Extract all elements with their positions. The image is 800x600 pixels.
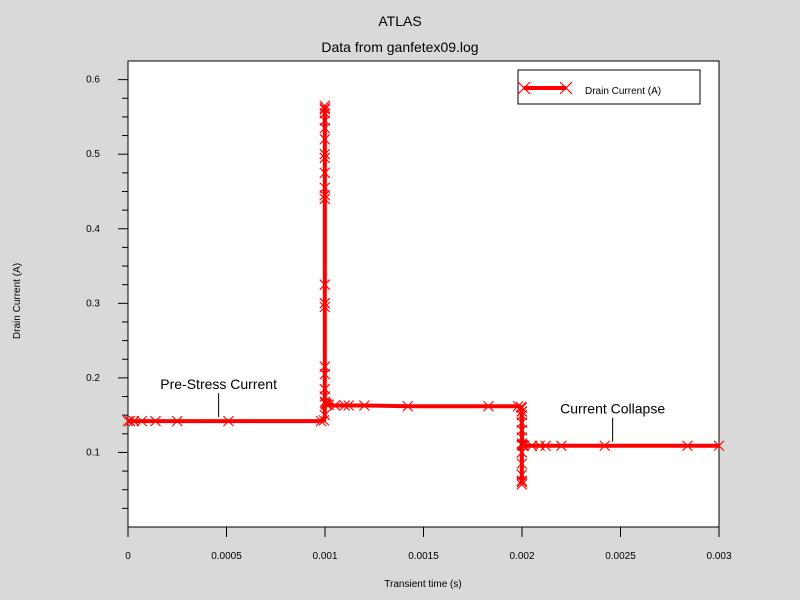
x-tick-label: 0.001 (312, 551, 337, 562)
data-point-marker (319, 193, 331, 205)
data-point-marker (517, 440, 529, 452)
data-point-marker (540, 440, 552, 452)
data-point-marker (402, 400, 414, 412)
data-point-marker (319, 189, 331, 201)
y-axis: 0.1 0.2 0.3 0.4 0.5 0.6 (86, 75, 128, 509)
data-point-marker (359, 400, 370, 411)
data-point-marker (223, 415, 234, 427)
data-point-marker (526, 440, 538, 452)
data-point-marker (319, 152, 331, 164)
x-tick-label: 0.0015 (408, 551, 439, 562)
data-point-marker (319, 104, 331, 115)
data-point-marker (516, 458, 528, 470)
data-point-marker (343, 400, 355, 411)
data-point-marker (319, 100, 331, 112)
data-point-marker (319, 107, 331, 119)
data-point-marker (128, 415, 140, 427)
data-point-marker (315, 415, 327, 427)
data-point-marker (319, 383, 331, 395)
data-point-marker (319, 297, 331, 309)
data-point-marker (319, 148, 331, 160)
data-point-marker (512, 400, 524, 412)
data-point-marker (319, 279, 331, 291)
data-point-marker (171, 415, 183, 427)
data-point-marker (516, 424, 528, 436)
x-tick-label: 0.002 (509, 551, 534, 562)
data-point-marker (516, 479, 528, 490)
data-point-marker (556, 440, 567, 452)
data-point-marker (319, 368, 331, 380)
chart-title: ATLAS (378, 13, 421, 29)
data-point-marker (150, 415, 161, 427)
legend-marker (517, 81, 573, 95)
data-point-marker (319, 182, 331, 194)
x-tick-label: 0.0005 (211, 551, 242, 562)
x-tick-label: 0 (125, 551, 131, 562)
plot-area (127, 60, 720, 528)
data-point-marker (329, 400, 341, 411)
data-point-marker (319, 301, 331, 313)
legend-label: Drain Current (A) (585, 86, 661, 97)
data-point-marker (319, 361, 331, 373)
data-point-marker (682, 440, 693, 452)
y-tick-label: 0.2 (86, 373, 100, 384)
data-point-marker (483, 400, 494, 412)
annotation-label: Current Collapse (560, 401, 665, 417)
data-point-marker (713, 440, 725, 452)
data-point-marker (319, 167, 331, 179)
data-point-marker (319, 133, 331, 145)
x-axis: 0 0.0005 0.001 0.0015 0.002 0.0025 0.003 (125, 527, 732, 562)
data-point-marker (136, 415, 148, 427)
data-point-marker (516, 409, 528, 421)
legend: Drain Current (A) (517, 69, 701, 105)
y-tick-label: 0.1 (86, 447, 100, 458)
data-point-marker (319, 409, 331, 421)
x-tick-label: 0.0025 (605, 551, 636, 562)
annotation-layer: Pre-Stress Current Current Collapse (160, 376, 665, 442)
y-tick-label: 0.3 (86, 298, 100, 309)
data-point-marker (124, 415, 136, 427)
data-point-marker (339, 400, 351, 411)
y-tick-label: 0.5 (86, 149, 100, 160)
data-point-marker (516, 402, 528, 414)
data-point-marker (319, 122, 331, 134)
y-axis-label: Drain Current (A) (12, 263, 23, 339)
data-point-marker (516, 417, 528, 429)
data-point-marker (319, 102, 331, 114)
chart-subtitle: Data from ganfetex09.log (321, 39, 478, 55)
data-point-marker (518, 440, 530, 452)
annotation-label: Pre-Stress Current (160, 376, 277, 392)
data-point-marker (599, 440, 611, 452)
series-layer (122, 100, 725, 490)
data-point-marker (516, 406, 528, 417)
y-tick-label: 0.6 (86, 75, 100, 86)
y-tick-label: 0.4 (86, 224, 100, 235)
x-axis-label: Transient time (s) (384, 579, 461, 590)
data-point-marker (319, 115, 331, 127)
x-tick-label: 0.003 (706, 551, 731, 562)
data-point-marker (516, 469, 528, 481)
